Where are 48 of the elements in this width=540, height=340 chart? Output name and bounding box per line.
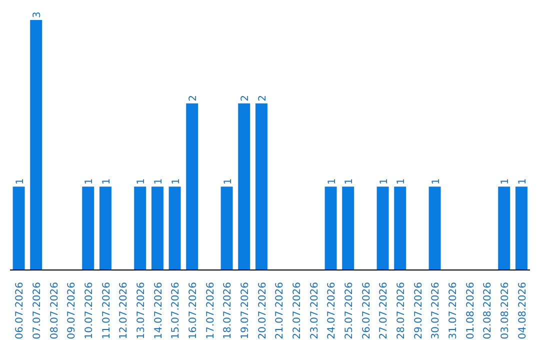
data-label: 2 [240,94,252,102]
x-tick-label: 25.07.2026 [344,282,355,340]
x-tick-label: 15.07.2026 [170,282,182,340]
x-tick-label: 22.07.2026 [292,282,303,340]
x-tick-label: 03.08.2026 [500,282,511,340]
x-tick-label: 11.07.2026 [101,282,112,340]
x-tick-label: 12.07.2026 [118,282,130,340]
data-label: 1 [170,178,182,185]
data-label: 1 [396,178,408,185]
data-label: 2 [188,94,200,102]
x-tick-label: 21.07.2026 [274,282,286,340]
x-tick-label: 23.07.2026 [309,282,320,340]
x-tick-label: 29.07.2026 [413,282,424,340]
x-tick-label: 20.07.2026 [257,282,268,340]
x-tick-label: 10.07.2026 [84,282,95,340]
x-tick-label: 30.07.2026 [430,282,442,340]
data-label: 1 [222,178,234,185]
x-tick-label: 31.07.2026 [448,282,459,340]
x-tick-label: 13.07.2026 [136,282,147,340]
x-tick-label: 02.08.2026 [482,282,494,340]
x-tick-label: 17.07.2026 [205,282,216,340]
x-tick-label: 06.07.2026 [14,282,26,340]
x-tick-label: 01.08.2026 [465,282,476,340]
x-tick-label: 24.07.2026 [326,282,338,340]
x-tick-label: 09.07.2026 [66,282,78,340]
x-tick-label: 26.07.2026 [361,282,372,340]
data-label: 1 [378,178,390,185]
data-label: 1 [136,178,148,185]
data-label: 2 [257,94,268,102]
data-label: 1 [344,178,356,185]
x-tick-label: 27.07.2026 [378,282,390,340]
x-tick-label: 07.07.2026 [32,282,43,340]
data-label: 1 [14,178,26,185]
x-tick-label: 04.08.2026 [517,282,528,340]
x-tick-label: 28.07.2026 [396,282,407,340]
x-tick-label: 08.07.2026 [49,282,60,340]
data-label: 1 [84,178,96,185]
x-tick-label: 18.07.2026 [222,282,234,340]
data-label: 1 [517,178,528,185]
data-label: 1 [153,178,164,185]
data-label: 1 [430,178,442,185]
x-tick-label: 16.07.2026 [188,282,199,340]
x-tick-label: 14.07.2026 [153,282,164,340]
data-label: 1 [101,178,112,185]
data-label: 1 [326,178,338,185]
data-label: 3 [32,12,44,18]
data-label: 1 [500,178,512,185]
x-tick-label: 19.07.2026 [240,282,251,340]
